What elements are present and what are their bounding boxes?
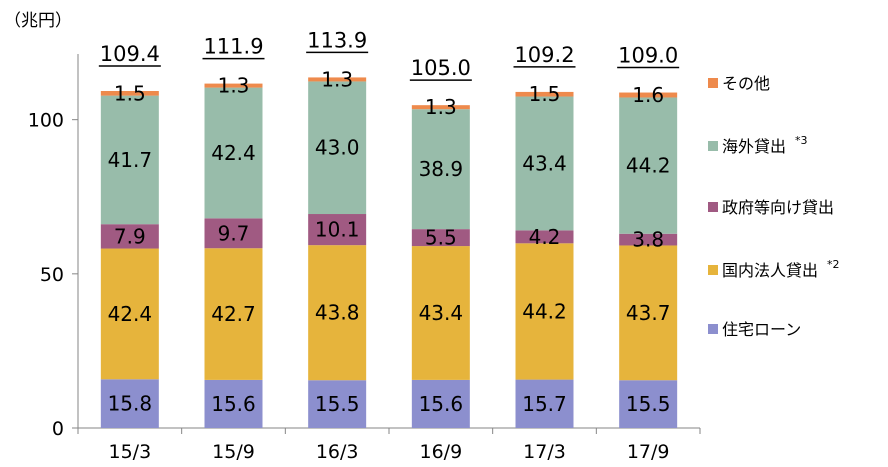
data-label: 42.4: [211, 141, 256, 165]
data-label: 1.6: [632, 83, 664, 107]
x-tick-label: 16/9: [419, 441, 462, 463]
bar-segment: [100, 379, 159, 428]
total-label: 113.9: [307, 28, 367, 52]
data-label: 15.8: [108, 392, 153, 416]
bar-segment: [619, 233, 678, 246]
total-label: 111.9: [203, 35, 263, 59]
legend-item: その他: [708, 74, 770, 93]
data-label: 10.1: [315, 218, 360, 242]
data-label: 15.5: [626, 392, 671, 416]
legend-swatch: [708, 324, 718, 334]
total-label: 109.4: [100, 42, 160, 66]
bar-segment: [204, 87, 263, 219]
legend-label: 政府等向け貸出: [722, 198, 834, 217]
legend-swatch: [708, 78, 718, 88]
bar-segment: [411, 379, 470, 428]
bar-segment: [308, 380, 367, 428]
data-label: 9.7: [218, 221, 250, 245]
data-labels: 15.8 42.4 7.9 41.7 1.5 109.4 15.6 42.7 9.7 42.4 1.…: [98, 28, 680, 416]
bar-segment: [308, 81, 367, 215]
data-label: 43.0: [315, 136, 360, 160]
y-tick-label: 100: [28, 110, 64, 132]
data-label: 1.5: [529, 82, 561, 106]
legend-swatch: [708, 265, 718, 275]
bar-segment: [515, 96, 574, 231]
data-label: 15.5: [315, 392, 360, 416]
x-tick-label: 15/9: [212, 441, 255, 463]
total-label: 109.0: [618, 44, 678, 68]
data-label: 43.8: [315, 301, 360, 325]
legend-label: 住宅ローン: [722, 320, 801, 339]
bar-segment: [308, 77, 367, 82]
bar-segment: [204, 248, 263, 380]
data-label: 1.3: [321, 67, 353, 91]
bar-segment: [619, 245, 678, 381]
legend-swatch: [708, 141, 718, 151]
bar-segment: [204, 218, 263, 249]
data-label: 1.5: [114, 81, 146, 105]
data-label: 1.3: [425, 95, 457, 119]
y-tick-label: 50: [40, 264, 64, 286]
bar-segment: [619, 97, 678, 234]
x-tick-label: 17/9: [627, 441, 670, 463]
data-label: 42.7: [211, 302, 256, 326]
bar-segment: [100, 248, 159, 380]
legend-item: 国内法人貸出 *2: [708, 258, 840, 280]
bar-segment: [100, 224, 159, 249]
bar-segment: [100, 95, 159, 225]
data-label: 4.2: [529, 225, 561, 249]
bar-segment: [204, 83, 263, 88]
bar-segment: [619, 92, 678, 98]
data-label: 43.7: [626, 301, 671, 325]
bar-segment: [308, 245, 367, 381]
x-tick-label: 17/3: [523, 441, 566, 463]
data-label: 15.7: [522, 392, 567, 416]
data-label: 44.2: [626, 154, 671, 178]
x-tick-label: 15/3: [108, 441, 151, 463]
data-label: 15.6: [419, 392, 464, 416]
data-label: 44.2: [522, 299, 567, 323]
data-label: 7.9: [114, 224, 146, 248]
data-label: 43.4: [419, 301, 464, 325]
x-tick-label: 16/3: [316, 441, 359, 463]
legend-footnote-marker: *2: [827, 258, 840, 271]
total-label: 109.2: [514, 43, 574, 67]
axes: 0 50 100 15/3 15/9 16/3 16/9 17/3 17/9: [28, 54, 701, 463]
bar-segment: [204, 379, 263, 428]
legend-footnote-marker: *3: [795, 134, 808, 147]
legend-item: 海外貸出 *3: [708, 134, 808, 156]
bars: [100, 77, 678, 428]
bar-segment: [515, 379, 574, 428]
bar-segment: [515, 230, 574, 244]
legend-item: 政府等向け貸出: [708, 198, 834, 217]
y-tick-label: 0: [52, 418, 64, 440]
bar-segment: [411, 105, 470, 110]
bar-segment: [515, 91, 574, 97]
bar-segment: [411, 246, 470, 380]
data-label: 3.8: [632, 228, 664, 252]
legend-label: 国内法人貸出: [722, 261, 818, 280]
total-label: 105.0: [411, 56, 471, 80]
data-label: 1.3: [218, 74, 250, 98]
legend-label: その他: [722, 74, 770, 93]
bar-segment: [308, 214, 367, 246]
bar-segment: [100, 90, 159, 96]
bar-segment: [515, 243, 574, 380]
bar-segment: [411, 109, 470, 230]
data-label: 5.5: [425, 226, 457, 250]
legend-swatch: [708, 202, 718, 212]
data-label: 41.7: [108, 148, 153, 172]
data-label: 42.4: [108, 302, 153, 326]
data-label: 43.4: [522, 151, 567, 175]
bar-segment: [411, 229, 470, 247]
data-label: 15.6: [211, 392, 256, 416]
legend-item: 住宅ローン: [708, 320, 801, 339]
unit-label: （兆円）: [4, 11, 72, 31]
data-label: 38.9: [419, 157, 464, 181]
legend-label: 海外貸出: [722, 137, 786, 156]
bar-segment: [619, 380, 678, 428]
